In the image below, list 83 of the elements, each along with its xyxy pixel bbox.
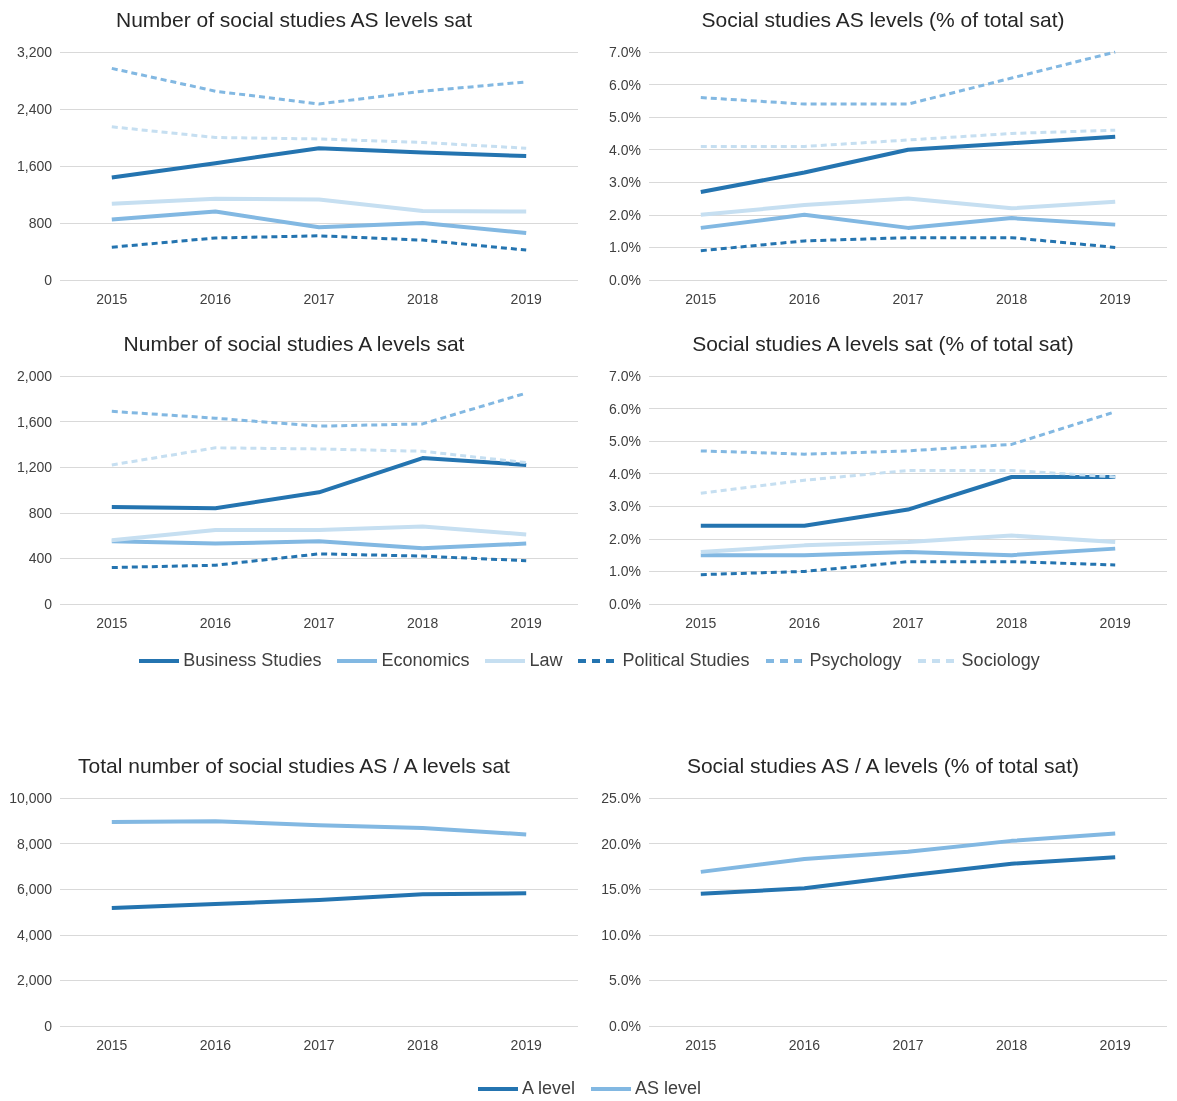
y-tick-label: 2,400 <box>16 101 53 117</box>
legend-label: A level <box>521 1078 575 1099</box>
x-tick-label: 2016 <box>199 291 232 307</box>
y-tick-label: 4.0% <box>609 465 641 482</box>
y-tick-label: 5.0% <box>609 109 641 126</box>
y-tick-label: 2.0% <box>609 530 641 547</box>
x-tick-label: 2016 <box>788 291 821 307</box>
y-tick-label: 0.0% <box>609 1018 641 1034</box>
y-tick-label: 1,200 <box>16 459 53 476</box>
x-tick-label: 2018 <box>996 1037 1028 1053</box>
x-tick-label: 2017 <box>303 291 335 307</box>
x-tick-label: 2015 <box>96 1037 128 1053</box>
y-tick-label: 4,000 <box>16 926 53 943</box>
x-tick-label: 2016 <box>199 1037 232 1053</box>
x-tick-label: 2019 <box>1099 615 1131 631</box>
y-tick-label: 7.0% <box>609 368 641 384</box>
y-tick-label: 6.0% <box>609 76 641 93</box>
y-tick-label: 2.0% <box>609 206 641 223</box>
y-tick-label: 5.0% <box>609 972 641 989</box>
x-tick-label: 2019 <box>1099 1037 1131 1053</box>
y-tick-label: 0 <box>44 596 53 612</box>
y-tick-label: 3.0% <box>609 174 641 191</box>
x-tick-label: 2015 <box>96 291 128 307</box>
x-tick-label: 2015 <box>96 615 128 631</box>
x-tick-label: 2017 <box>892 615 924 631</box>
x-tick-label: 2019 <box>510 1037 542 1053</box>
x-tick-label: 2018 <box>407 1037 439 1053</box>
y-tick-label: 6,000 <box>16 881 53 898</box>
x-tick-label: 2016 <box>199 615 232 631</box>
legend-label: Psychology <box>809 650 902 671</box>
y-tick-label: 15.0% <box>601 881 641 898</box>
y-tick-label: 1,600 <box>16 158 53 174</box>
chart-title: Social studies AS levels (% of total sat) <box>701 8 1065 31</box>
y-tick-label: 10,000 <box>9 790 53 806</box>
y-tick-label: 1.0% <box>609 563 641 580</box>
y-tick-label: 8,000 <box>16 835 53 852</box>
legend-label: Economics <box>381 650 470 671</box>
x-tick-label: 2018 <box>996 615 1028 631</box>
x-tick-label: 2019 <box>1099 291 1131 307</box>
y-tick-label: 1.0% <box>609 239 641 256</box>
chart-title: Social studies A levels sat (% of total sat) <box>692 332 1074 355</box>
y-tick-label: 2,000 <box>16 972 53 989</box>
y-tick-label: 3.0% <box>609 498 641 515</box>
legend-label: Business Studies <box>183 650 322 671</box>
x-tick-label: 2016 <box>788 1037 821 1053</box>
x-tick-label: 2016 <box>788 615 821 631</box>
x-tick-label: 2015 <box>685 1037 717 1053</box>
y-tick-label: 20.0% <box>601 835 641 852</box>
x-tick-label: 2019 <box>510 291 542 307</box>
y-tick-label: 6.0% <box>609 400 641 417</box>
y-tick-label: 0.0% <box>609 596 641 612</box>
y-tick-label: 4.0% <box>609 141 641 158</box>
y-tick-label: 0.0% <box>609 272 641 288</box>
y-tick-label: 400 <box>28 550 53 567</box>
legend-label: Sociology <box>961 650 1040 671</box>
legend-label: AS level <box>635 1078 702 1099</box>
x-tick-label: 2017 <box>303 615 335 631</box>
x-tick-label: 2018 <box>407 615 439 631</box>
y-tick-label: 0 <box>44 1018 53 1034</box>
chart-title: Social studies AS / A levels (% of total sat) <box>686 754 1080 777</box>
chart-title: Total number of social studies AS / A levels sat <box>78 754 511 777</box>
x-tick-label: 2015 <box>685 615 717 631</box>
x-tick-label: 2015 <box>685 291 717 307</box>
chart-title: Number of social studies A levels sat <box>123 332 465 355</box>
y-tick-label: 5.0% <box>609 433 641 450</box>
x-tick-label: 2019 <box>510 615 542 631</box>
y-tick-label: 3,200 <box>16 44 53 60</box>
x-tick-label: 2017 <box>892 1037 924 1053</box>
legend-label: Political Studies <box>622 650 750 671</box>
y-tick-label: 2,000 <box>16 368 53 384</box>
y-tick-label: 800 <box>28 504 53 521</box>
x-tick-label: 2018 <box>407 291 439 307</box>
x-tick-label: 2017 <box>303 1037 335 1053</box>
y-tick-label: 800 <box>28 215 53 231</box>
legend-label: Law <box>529 650 563 671</box>
y-tick-label: 25.0% <box>601 790 641 806</box>
y-tick-label: 0 <box>44 272 53 288</box>
x-tick-label: 2018 <box>996 291 1028 307</box>
chart-title: Number of social studies AS levels sat <box>116 8 473 31</box>
x-tick-label: 2017 <box>892 291 924 307</box>
y-tick-label: 10.0% <box>601 926 641 943</box>
y-tick-label: 7.0% <box>609 44 641 60</box>
y-tick-label: 1,600 <box>16 413 53 430</box>
